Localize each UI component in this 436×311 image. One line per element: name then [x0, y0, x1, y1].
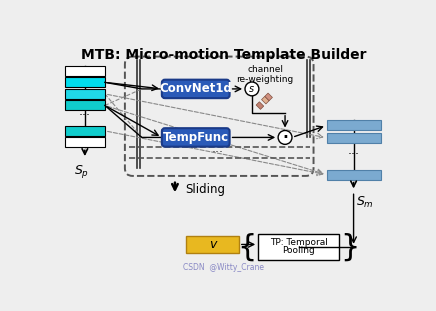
Bar — [65, 89, 105, 99]
Bar — [65, 126, 105, 136]
Bar — [265, 93, 272, 101]
Text: MTB: Micro-motion Template Builder: MTB: Micro-motion Template Builder — [81, 48, 366, 62]
Text: {: { — [237, 232, 256, 261]
Text: ···: ··· — [79, 109, 91, 122]
Text: ···: ··· — [347, 148, 360, 161]
Text: v: v — [209, 238, 216, 251]
Bar — [65, 66, 105, 76]
Text: TP: Temporal: TP: Temporal — [269, 239, 327, 248]
Text: channel
re-weighting: channel re-weighting — [236, 65, 294, 85]
Bar — [327, 133, 381, 143]
Bar — [258, 234, 339, 260]
Text: $S_p$: $S_p$ — [74, 163, 89, 180]
Text: ConvNet1d: ConvNet1d — [159, 82, 232, 95]
Text: Sliding: Sliding — [185, 183, 225, 196]
Bar — [256, 102, 264, 109]
Text: Pooling: Pooling — [282, 246, 315, 255]
Text: }: } — [341, 232, 360, 261]
Circle shape — [278, 131, 292, 144]
Bar — [65, 137, 105, 147]
FancyBboxPatch shape — [162, 80, 230, 98]
Text: s: s — [249, 84, 255, 94]
Text: $S_m$: $S_m$ — [356, 194, 374, 210]
Text: ···: ··· — [211, 146, 223, 159]
Text: ·: · — [281, 126, 289, 150]
Bar — [187, 236, 239, 253]
Text: CSDN  @Witty_Crane: CSDN @Witty_Crane — [183, 263, 264, 272]
Text: TempFunc: TempFunc — [163, 131, 229, 144]
Bar — [327, 120, 381, 131]
Bar — [327, 170, 381, 180]
Bar — [262, 96, 269, 104]
FancyBboxPatch shape — [162, 128, 230, 147]
Bar — [65, 77, 105, 87]
Circle shape — [245, 82, 259, 96]
Bar — [65, 100, 105, 110]
